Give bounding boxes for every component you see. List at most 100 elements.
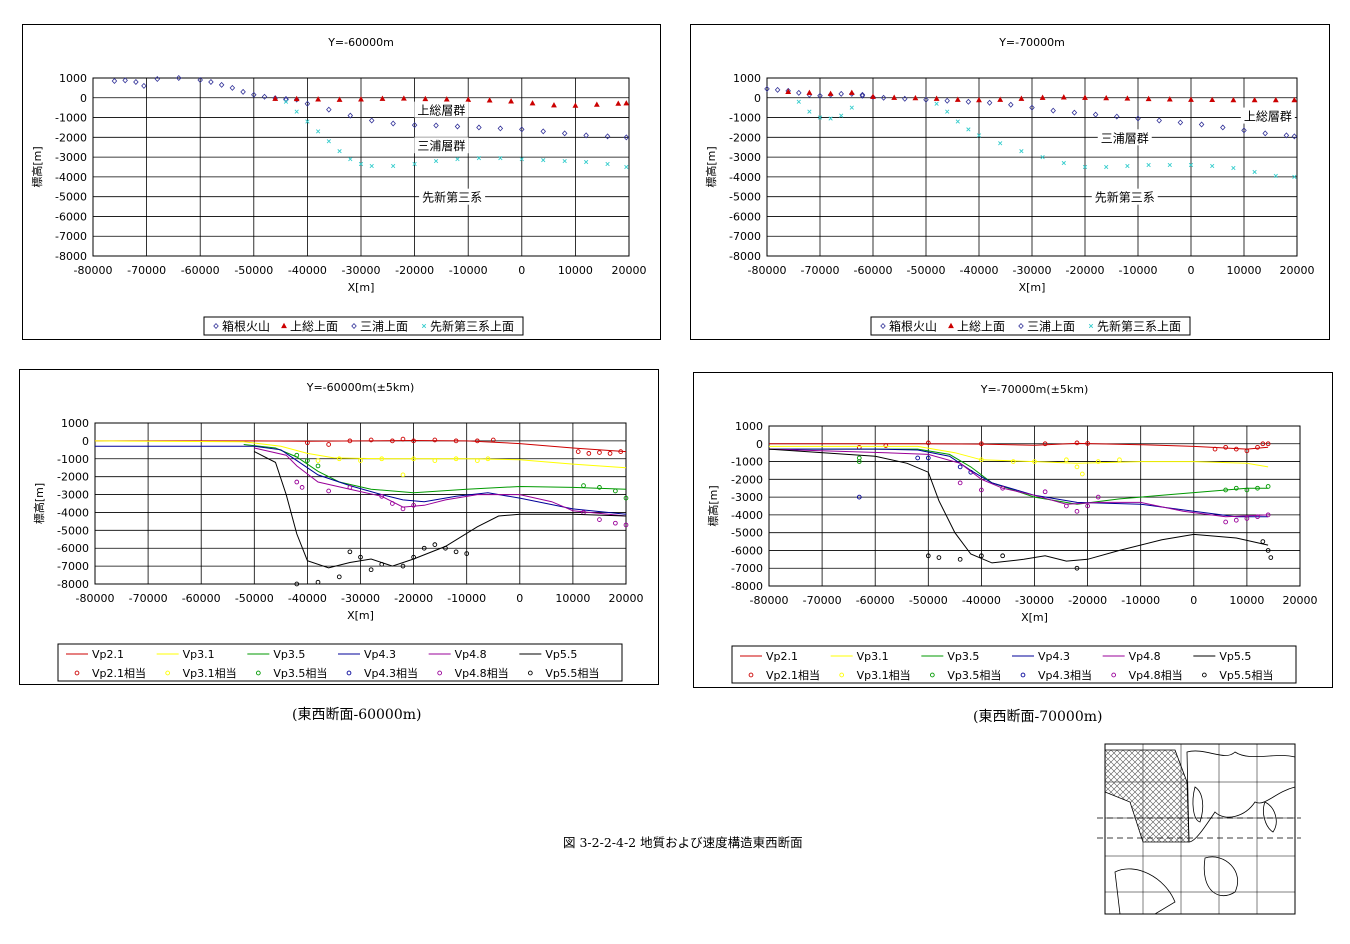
series-2 bbox=[243, 444, 629, 501]
y-tick-label: -7000 bbox=[729, 230, 761, 243]
data-point bbox=[1273, 173, 1278, 179]
data-point bbox=[1064, 503, 1069, 509]
legend-label: Vp4.3相当 bbox=[1038, 668, 1092, 682]
data-point bbox=[925, 455, 931, 461]
data-point bbox=[411, 502, 416, 508]
data-point bbox=[490, 437, 496, 443]
x-tick-label: -40000 bbox=[962, 594, 1001, 607]
data-point bbox=[1117, 457, 1122, 463]
legend-label: 先新第三系上面 bbox=[1097, 319, 1181, 334]
annotation-label: 先新第三系 bbox=[422, 190, 482, 205]
y-tick-label: -4000 bbox=[57, 506, 89, 519]
y-tick-label: -7000 bbox=[57, 560, 89, 573]
location-map-image bbox=[1097, 743, 1301, 915]
data-point bbox=[272, 95, 279, 101]
data-point bbox=[336, 574, 342, 580]
x-tick-label: -70000 bbox=[801, 264, 840, 277]
data-point bbox=[607, 451, 613, 456]
data-point bbox=[604, 133, 611, 140]
data-point bbox=[337, 149, 342, 154]
data-point bbox=[572, 102, 579, 108]
data-point bbox=[979, 553, 984, 559]
data-point bbox=[1260, 441, 1266, 447]
legend-label: Vp4.8相当 bbox=[455, 666, 509, 680]
x-tick-label: -60000 bbox=[856, 594, 895, 607]
geology-chart-y70000: Y=-70000m10000-1000-2000-3000-4000-5000-… bbox=[704, 36, 1315, 336]
data-point bbox=[304, 100, 311, 107]
legend-label: 上総上面 bbox=[290, 320, 338, 334]
data-point bbox=[618, 449, 624, 454]
data-point bbox=[1092, 111, 1099, 118]
legend-marker bbox=[437, 670, 443, 676]
data-point bbox=[347, 112, 354, 119]
x-tick-label: 20000 bbox=[612, 264, 647, 277]
data-point bbox=[154, 75, 161, 82]
y-tick-label: -7000 bbox=[55, 230, 87, 243]
legend-label: Vp4.3 bbox=[1038, 650, 1070, 663]
data-point bbox=[925, 553, 931, 559]
data-point bbox=[358, 458, 363, 463]
data-point bbox=[1223, 519, 1229, 525]
y-axis-label: 標高[m] bbox=[30, 146, 44, 187]
legend-label: Vp5.5 bbox=[1219, 650, 1251, 663]
legend-label: Vp4.8 bbox=[455, 648, 487, 661]
series-1 bbox=[94, 440, 627, 478]
data-point bbox=[294, 581, 300, 587]
data-point bbox=[443, 96, 450, 102]
series-line-0 bbox=[95, 439, 627, 453]
y-axis-label: 標高[m] bbox=[704, 146, 718, 187]
data-point bbox=[299, 485, 305, 490]
legend-label: Vp5.5相当 bbox=[1219, 668, 1273, 682]
data-point bbox=[623, 134, 630, 141]
series-2 bbox=[283, 96, 630, 141]
data-point bbox=[379, 493, 385, 499]
data-point bbox=[432, 542, 438, 547]
data-point bbox=[997, 96, 1004, 102]
legend-label: Vp5.5 bbox=[545, 648, 577, 661]
data-point bbox=[1265, 441, 1271, 447]
data-point bbox=[936, 555, 942, 560]
legend-label: Vp2.1相当 bbox=[766, 668, 820, 682]
data-point bbox=[957, 480, 963, 486]
data-point bbox=[1039, 94, 1046, 100]
data-point bbox=[485, 456, 491, 462]
legend-label: 先新第三系上面 bbox=[430, 319, 514, 334]
data-point bbox=[1050, 107, 1056, 114]
data-point bbox=[986, 99, 993, 106]
data-point bbox=[954, 96, 961, 102]
location-map-inset bbox=[1075, 732, 1323, 934]
y-tick-label: -8000 bbox=[731, 580, 763, 593]
legend-label: Vp3.1相当 bbox=[857, 668, 911, 682]
data-point bbox=[251, 91, 257, 98]
y-tick-label: -3000 bbox=[731, 491, 763, 504]
data-point bbox=[358, 554, 363, 560]
data-point bbox=[1244, 487, 1250, 493]
data-point bbox=[1291, 96, 1298, 103]
x-tick-label: -10000 bbox=[449, 264, 488, 277]
x-tick-label: -30000 bbox=[341, 592, 380, 605]
geology-chart-y60000: Y=-60000m10000-1000-2000-3000-4000-5000-… bbox=[30, 36, 647, 336]
plot-frame bbox=[766, 77, 1298, 257]
x-tick-label: 0 bbox=[518, 264, 525, 277]
data-point bbox=[316, 129, 321, 134]
data-point bbox=[584, 159, 589, 165]
data-point bbox=[976, 96, 982, 103]
legend-box bbox=[57, 643, 623, 682]
chart-title: Y=-70000m(±5km) bbox=[980, 383, 1089, 396]
data-point bbox=[1114, 113, 1120, 120]
annotation-bg bbox=[1091, 188, 1158, 205]
data-point bbox=[934, 101, 939, 106]
y-tick-label: 0 bbox=[756, 438, 763, 451]
data-point bbox=[400, 563, 406, 569]
section-caption-70000: (東西断面-70000m) bbox=[973, 709, 1103, 725]
data-point bbox=[294, 479, 300, 485]
data-point bbox=[1095, 459, 1101, 464]
data-point bbox=[957, 556, 963, 562]
data-point bbox=[453, 438, 459, 444]
data-point bbox=[1244, 516, 1250, 521]
data-point bbox=[1188, 162, 1194, 168]
series-3 bbox=[769, 448, 1269, 518]
velocity-chart-y60000: Y=-60000m(±5km)10000-1000-2000-3000-4000… bbox=[32, 381, 644, 682]
y-tick-label: 1000 bbox=[59, 72, 87, 85]
legend-label: Vp3.5 bbox=[273, 648, 305, 661]
